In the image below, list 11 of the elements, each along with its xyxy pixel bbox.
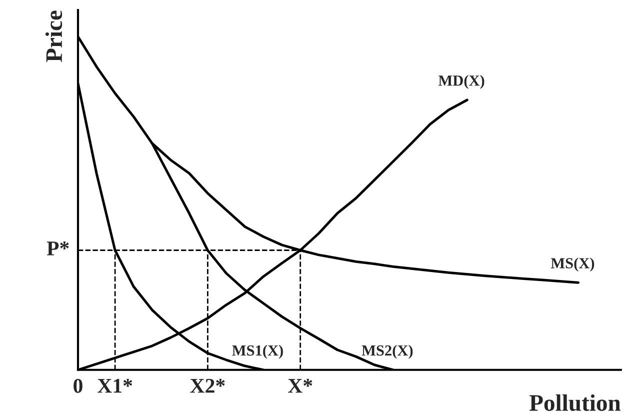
x-tick-label: X* bbox=[288, 378, 312, 393]
ref-line-label: P* bbox=[46, 242, 69, 256]
x-axis-title: Pollution bbox=[529, 394, 621, 411]
x-tick-label: 0 bbox=[74, 378, 82, 393]
y-axis-title: Price bbox=[45, 10, 62, 62]
series-label: MS2(X) bbox=[362, 344, 413, 359]
series-label: MD(X) bbox=[438, 75, 484, 89]
x-tick-label: X1* bbox=[98, 378, 132, 393]
series-label: MS(X) bbox=[550, 258, 594, 272]
x-tick-label: X2* bbox=[190, 378, 225, 393]
series-label: MS1(X) bbox=[232, 344, 283, 359]
